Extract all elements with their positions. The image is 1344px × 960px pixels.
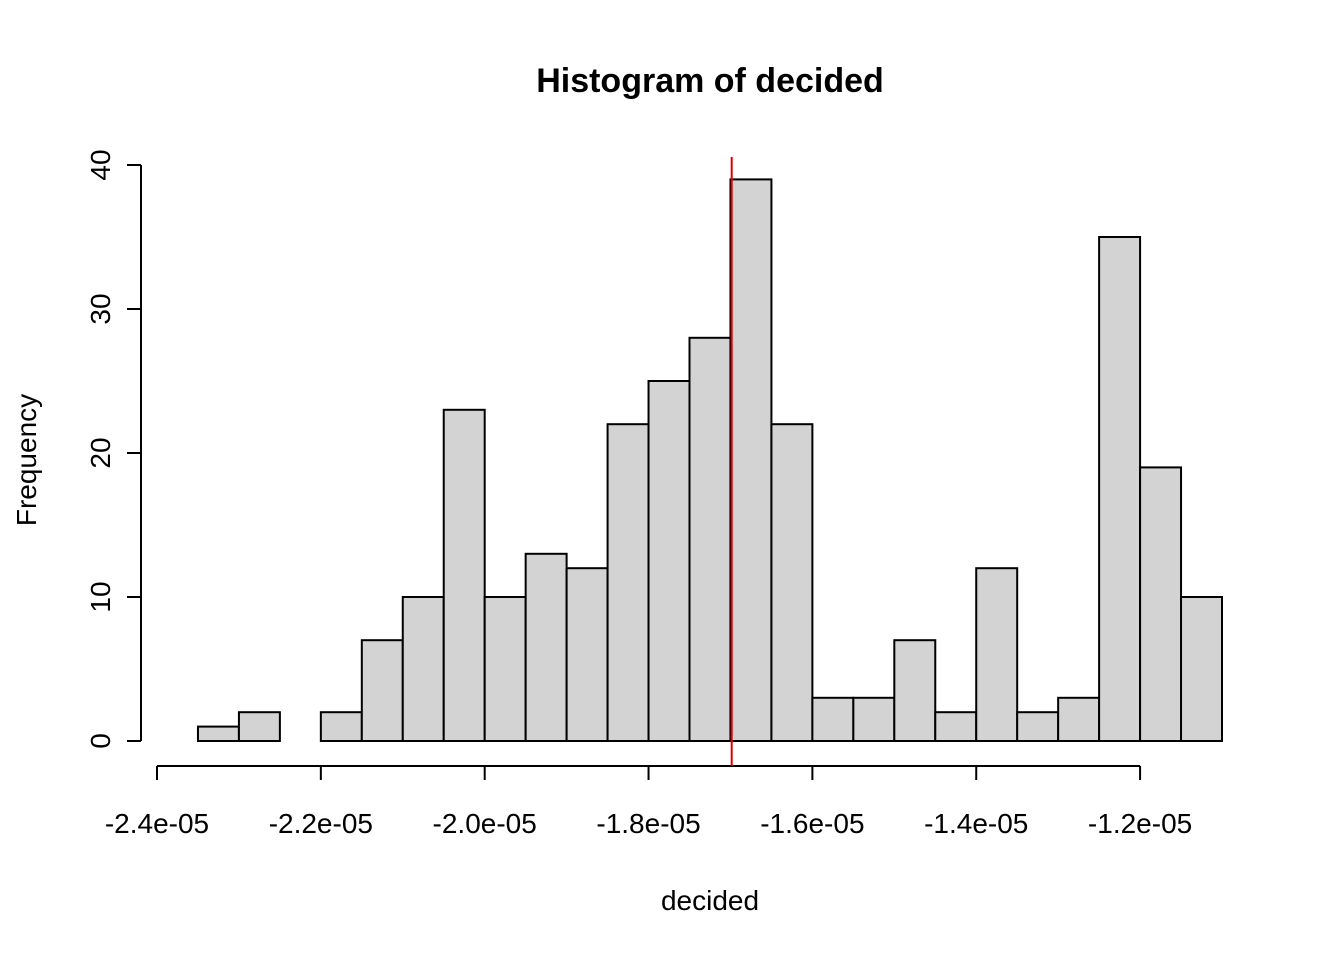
x-tick-label: -1.8e-05 xyxy=(596,808,700,839)
histogram-bar xyxy=(893,639,937,743)
x-tick-label: -1.4e-05 xyxy=(924,808,1028,839)
histogram-bar xyxy=(483,596,527,742)
y-axis: 0 10 20 30 40 xyxy=(85,149,142,749)
chart-title: Histogram of decided xyxy=(536,62,884,100)
x-tick-label: -2.4e-05 xyxy=(105,808,209,839)
histogram-bar xyxy=(196,725,240,742)
histogram-bar xyxy=(1057,696,1101,742)
histogram-bar xyxy=(1016,711,1060,743)
x-tick-label: -1.2e-05 xyxy=(1088,808,1192,839)
histogram-bar xyxy=(1139,466,1183,742)
histogram-bar xyxy=(934,711,978,743)
histogram-bar xyxy=(770,423,814,742)
histogram-bar xyxy=(360,639,404,743)
histogram-bar xyxy=(237,711,281,743)
histogram-bar xyxy=(442,408,486,742)
y-tick-label: 20 xyxy=(85,437,116,468)
histogram-bar xyxy=(565,567,609,743)
histogram-bar xyxy=(729,178,773,742)
y-tick-label: 10 xyxy=(85,581,116,612)
histogram-bar xyxy=(606,423,650,742)
histogram-bar xyxy=(319,711,363,743)
y-tick-label: 30 xyxy=(85,293,116,324)
histogram-bar xyxy=(688,336,732,742)
x-axis: -2.4e-05 -2.2e-05 -2.0e-05 -1.8e-05 -1.6e-05… xyxy=(105,765,1192,839)
histogram-bar xyxy=(975,567,1019,743)
y-tick-label: 40 xyxy=(85,149,116,180)
x-axis-label: decided xyxy=(661,885,759,916)
histogram-bar xyxy=(524,552,568,742)
x-tick-label: -1.6e-05 xyxy=(760,808,864,839)
y-tick-label: 0 xyxy=(85,733,116,749)
histogram-bar xyxy=(647,380,691,742)
x-tick-label: -2.0e-05 xyxy=(433,808,537,839)
histogram-bar xyxy=(401,596,445,742)
y-axis-label: Frequency xyxy=(11,394,42,526)
histogram-bar xyxy=(1098,236,1142,742)
histogram-bars xyxy=(196,178,1223,743)
histogram-bar xyxy=(852,696,896,742)
histogram-bar xyxy=(1180,596,1223,742)
x-tick-label: -2.2e-05 xyxy=(269,808,373,839)
histogram-bar xyxy=(811,696,855,742)
